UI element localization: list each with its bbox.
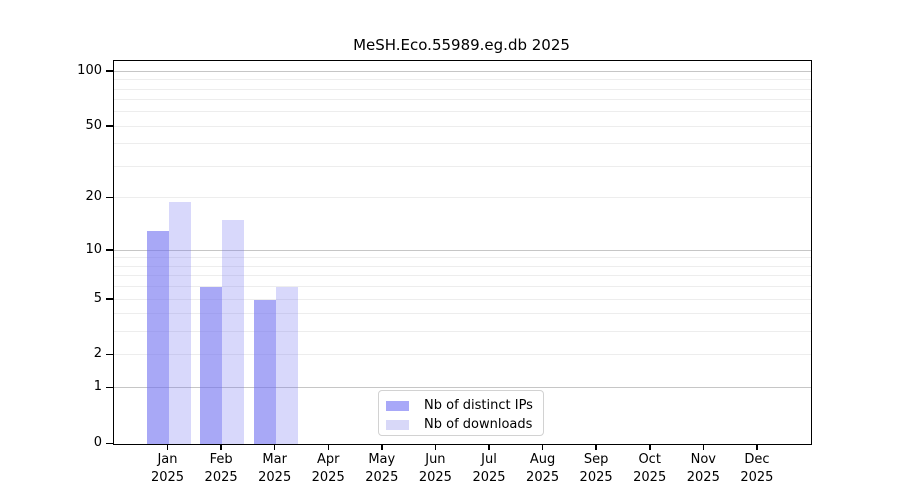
gridline-minor-2: [114, 354, 811, 356]
gridline-minor-9: [114, 257, 811, 259]
y-tick-label-0: 0: [93, 435, 102, 450]
bar-nb-of-distinct-ips-feb: [200, 287, 223, 444]
y-tick-label-20: 20: [85, 189, 102, 205]
y-tick-20: [106, 196, 113, 199]
x-tick-dec: [756, 444, 758, 450]
gridline-minor-4: [114, 313, 811, 315]
chart-title: MeSH.Eco.55989.eg.db 2025: [353, 36, 570, 54]
gridline-minor-50: [114, 125, 811, 127]
x-tick-oct: [649, 444, 651, 450]
x-tick-label-oct: Oct 2025: [633, 452, 667, 485]
y-tick-label-100: 100: [77, 62, 102, 78]
x-tick-label-feb: Feb 2025: [204, 452, 238, 485]
gridline-minor-60: [114, 111, 811, 113]
legend-item-downloads: Nb of downloads: [386, 415, 543, 434]
bar-nb-of-downloads-jan: [168, 202, 191, 444]
gridline-minor-80: [114, 88, 811, 90]
bar-nb-of-distinct-ips-mar: [253, 299, 276, 444]
gridline-minor-6: [114, 286, 811, 287]
y-tick-label-5: 5: [93, 290, 102, 306]
gridline-minor-7: [114, 275, 811, 277]
gridline-minor-40: [114, 143, 811, 145]
x-tick-label-jun: Jun 2025: [418, 452, 452, 485]
y-tick-1: [106, 386, 113, 389]
gridline-minor-70: [114, 99, 811, 101]
x-tick-sep: [595, 444, 597, 450]
legend-swatch-downloads: [386, 419, 409, 430]
y-tick-label-2: 2: [93, 346, 102, 362]
x-tick-nov: [702, 444, 704, 450]
x-tick-label-dec: Dec 2025: [740, 452, 774, 485]
gridline-major-1: [114, 387, 811, 389]
legend-item-distinct-ips: Nb of distinct IPs: [386, 396, 543, 415]
gridline-minor-30: [114, 166, 811, 167]
legend-label-distinct-ips: Nb of distinct IPs: [424, 398, 533, 413]
y-tick-50: [106, 125, 113, 127]
y-tick-10: [106, 249, 113, 251]
x-tick-feb: [220, 444, 222, 450]
gridline-minor-20: [114, 197, 811, 199]
gridline-minor-8: [114, 265, 811, 267]
x-tick-label-apr: Apr 2025: [311, 452, 345, 485]
x-tick-label-sep: Sep 2025: [579, 452, 613, 485]
bar-nb-of-distinct-ips-jan: [146, 231, 169, 444]
x-tick-label-mar: Mar 2025: [258, 452, 292, 485]
x-tick-label-nov: Nov 2025: [686, 452, 720, 485]
y-tick-100: [106, 70, 113, 72]
y-tick-label-50: 50: [85, 117, 102, 133]
y-tick-label-1: 1: [93, 379, 102, 395]
legend-label-downloads: Nb of downloads: [424, 417, 533, 432]
y-tick-label-10: 10: [85, 241, 102, 257]
x-tick-jan: [166, 444, 169, 450]
y-tick-2: [106, 353, 113, 356]
gridline-minor-3: [114, 331, 811, 333]
y-tick-5: [106, 298, 113, 300]
gridline-major-10: [114, 249, 811, 251]
x-tick-apr: [327, 444, 329, 450]
gridline-minor-90: [114, 79, 811, 81]
gridline-major-100: [114, 70, 811, 72]
x-tick-may: [381, 444, 383, 450]
legend-swatch-distinct-ips: [386, 400, 409, 411]
legend: Nb of distinct IPs Nb of downloads: [378, 390, 544, 436]
gridline-minor-5: [114, 298, 811, 300]
x-tick-label-jul: Jul 2025: [472, 452, 506, 485]
x-tick-jun: [434, 444, 437, 450]
x-tick-aug: [541, 444, 544, 450]
x-tick-jul: [488, 444, 490, 450]
x-tick-label-may: May 2025: [365, 452, 399, 485]
x-tick-label-aug: Aug 2025: [526, 452, 560, 485]
x-tick-mar: [273, 444, 276, 450]
bar-nb-of-downloads-mar: [275, 287, 298, 444]
y-tick-0: [106, 442, 113, 444]
plot-area: [113, 60, 812, 445]
x-tick-label-jan: Jan 2025: [150, 452, 185, 485]
bar-nb-of-downloads-feb: [222, 220, 245, 444]
